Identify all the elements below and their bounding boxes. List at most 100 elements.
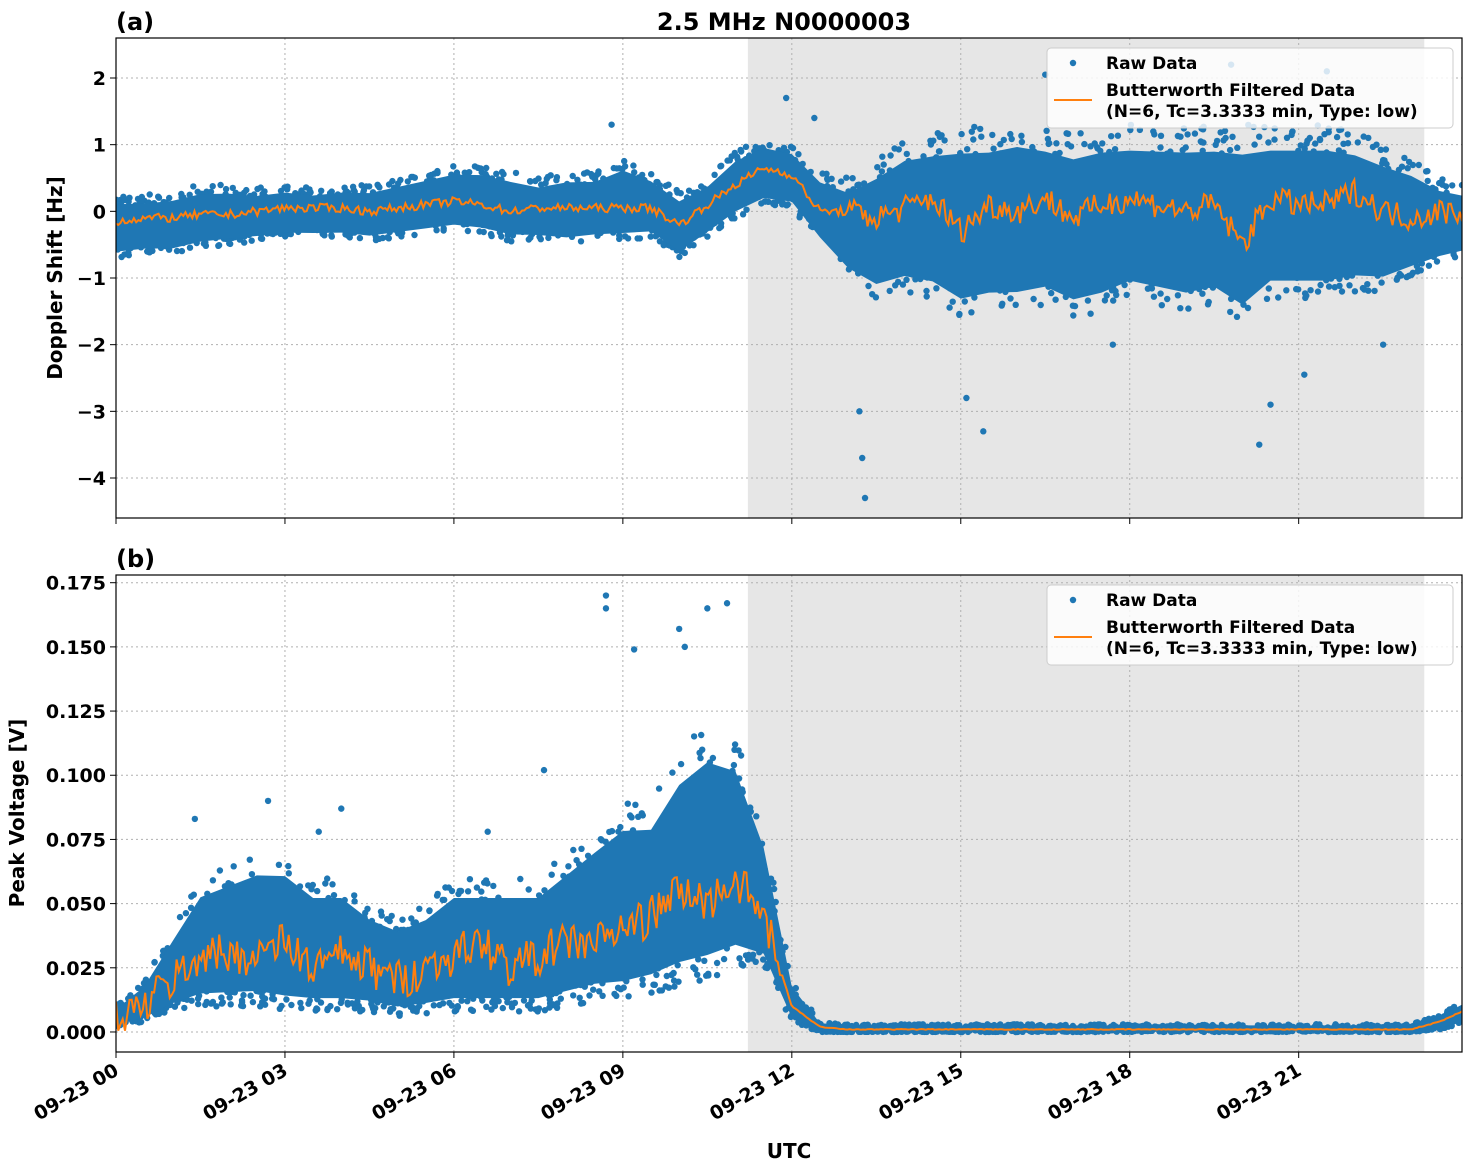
raw-data-point (351, 1005, 359, 1012)
raw-data-point (690, 964, 697, 971)
raw-data-point (490, 882, 497, 890)
raw-data-point (351, 898, 358, 905)
raw-data-point (669, 769, 676, 776)
raw-data-point (493, 170, 500, 177)
raw-data-point (634, 235, 641, 242)
raw-data-point (958, 130, 965, 138)
raw-data-point (613, 992, 620, 1000)
raw-data-point (1333, 133, 1341, 141)
raw-data-point (357, 1008, 364, 1015)
raw-data-outlier (608, 121, 615, 128)
raw-data-point (236, 236, 243, 243)
raw-data-outlier (980, 428, 987, 435)
raw-data-point (1108, 133, 1115, 140)
raw-data-point (651, 981, 658, 988)
raw-data-point (528, 997, 535, 1004)
raw-data-point (1029, 143, 1036, 151)
raw-data-point (673, 186, 680, 194)
raw-data-point (753, 813, 760, 820)
raw-data-point (324, 875, 331, 882)
raw-data-point (779, 200, 786, 207)
raw-data-point (481, 879, 488, 886)
raw-data-point (385, 235, 392, 242)
raw-data-point (512, 169, 520, 177)
raw-data-point (894, 278, 902, 286)
raw-data-point (302, 184, 310, 191)
raw-data-point (1221, 127, 1229, 135)
raw-data-point (483, 164, 490, 172)
raw-data-outlier (856, 408, 863, 415)
raw-data-point (765, 198, 772, 205)
raw-data-point (1265, 139, 1272, 146)
raw-data-point (849, 175, 856, 182)
raw-data-point (1053, 140, 1060, 147)
raw-data-point (1069, 302, 1077, 309)
raw-data-point (209, 877, 217, 884)
raw-data-point (341, 184, 348, 191)
raw-data-point (630, 162, 637, 169)
raw-data-point (731, 215, 738, 222)
raw-data-point (186, 244, 194, 251)
legend-box (1046, 47, 1454, 129)
raw-data-point (376, 184, 383, 191)
raw-data-point (621, 163, 629, 170)
raw-data-point (610, 164, 617, 172)
raw-data-point (173, 247, 181, 255)
raw-data-point (276, 1005, 283, 1012)
raw-data-point (1123, 291, 1130, 299)
raw-data-point (464, 227, 472, 235)
raw-data-point (337, 999, 345, 1007)
raw-data-outlier (1256, 441, 1263, 448)
raw-data-point (674, 962, 681, 969)
raw-data-point (1037, 301, 1044, 309)
raw-data-point (934, 130, 941, 137)
raw-data-outlier (811, 114, 818, 122)
legend-filtered-label: Butterworth Filtered Data (1106, 81, 1355, 101)
raw-data-point (1110, 297, 1117, 304)
raw-data-point (483, 1003, 490, 1010)
raw-data-point (364, 905, 371, 912)
x-tick-label: 09-23 09 (537, 1059, 629, 1125)
raw-data-point (946, 304, 953, 311)
raw-data-point (1394, 274, 1401, 281)
raw-data-point (701, 957, 708, 964)
raw-data-point (956, 311, 963, 318)
raw-data-point (202, 1001, 209, 1009)
raw-data-point (1177, 305, 1184, 312)
raw-data-point (1179, 146, 1186, 154)
raw-data-point (314, 887, 321, 895)
raw-data-point (504, 236, 511, 243)
raw-data-point (718, 162, 725, 169)
raw-data-outlier (861, 494, 869, 502)
raw-data-point (1111, 146, 1119, 153)
raw-data-point (515, 1008, 523, 1015)
panel-b-label: (b) (116, 545, 155, 573)
raw-data-point (1371, 287, 1378, 295)
raw-data-point (887, 152, 894, 159)
raw-data-point (879, 153, 886, 160)
raw-data-outlier (540, 766, 548, 774)
raw-data-point (624, 235, 632, 242)
raw-data-point (1377, 146, 1385, 153)
raw-data-point (368, 1000, 375, 1008)
x-tick-label: 09-23 15 (875, 1059, 967, 1125)
raw-data-point (665, 984, 673, 991)
raw-data-point (218, 1000, 226, 1007)
raw-data-point (743, 206, 750, 213)
y-tick-label: 0.050 (46, 894, 106, 916)
legend-raw-label: Raw Data (1106, 54, 1197, 74)
raw-data-point (1364, 281, 1371, 288)
raw-data-point (532, 177, 539, 185)
raw-data-point (1409, 161, 1417, 169)
raw-data-point (389, 177, 396, 185)
raw-data-point (217, 181, 224, 189)
raw-data-outlier (675, 625, 683, 633)
raw-data-point (395, 180, 402, 187)
raw-data-point (257, 184, 264, 191)
raw-data-point (329, 881, 336, 888)
raw-data-point (125, 252, 132, 259)
y-tick-label: 0.150 (46, 637, 106, 659)
raw-data-point (1046, 139, 1053, 147)
raw-data-point (736, 955, 743, 962)
legend-box (1046, 584, 1454, 666)
